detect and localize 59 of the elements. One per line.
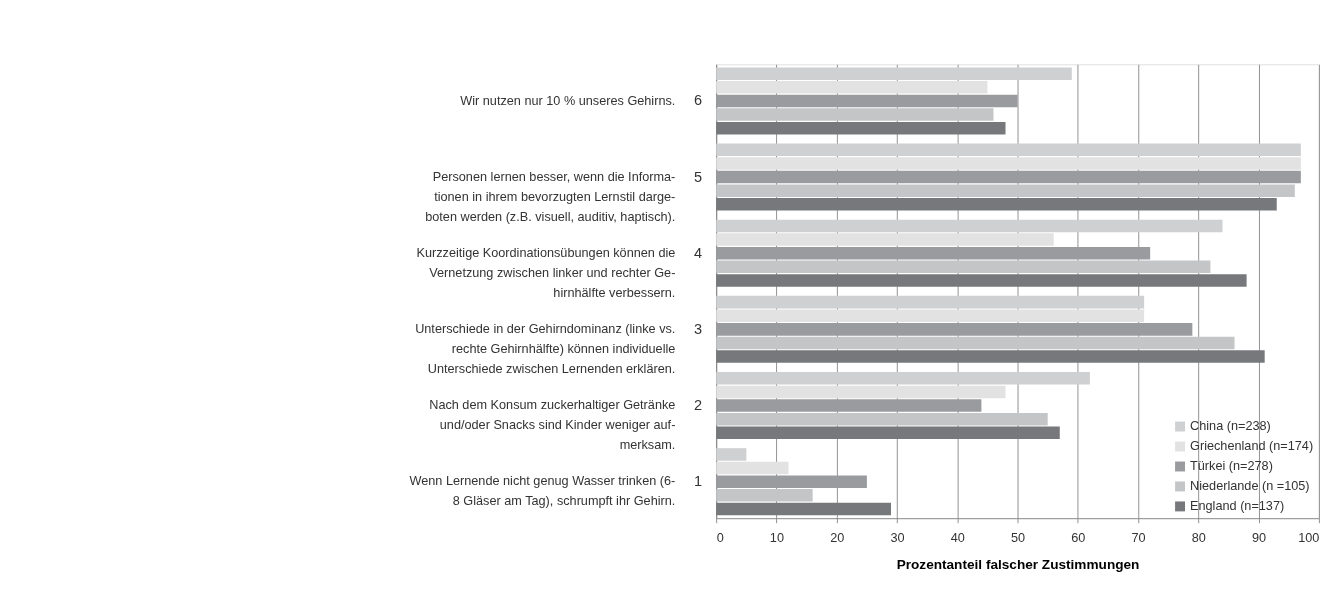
bar (716, 489, 813, 502)
x-tick-label: 0 (716, 531, 724, 546)
bar (716, 233, 1054, 246)
text: Kurzzeitige Koordinationsübungen können die Vernetzung zwischen linker und rechter Ge- hirnhälfte verbessern. (416, 245, 676, 300)
bar (716, 399, 982, 412)
legend-label: Türkei (n=278) (1190, 459, 1273, 474)
bar (716, 108, 994, 121)
legend-label: Niederlande (n =105) (1190, 479, 1310, 494)
text: Nach dem Konsum zuckerhaltiger Getränke und/oder Snacks sind Kinder weniger auf- merksam. (429, 398, 676, 453)
bar (716, 184, 1295, 197)
y-tick-label: 6 (694, 92, 703, 109)
bar (716, 323, 1193, 336)
y-tick-label: 1 (694, 473, 703, 490)
x-tick-label: 10 (769, 531, 784, 546)
y-tick-label: 4 (694, 244, 703, 261)
x-tick-label: 100 (1298, 531, 1320, 546)
bar (716, 350, 1265, 363)
x-tick-label: 20 (830, 531, 845, 546)
legend-label: Griechenland (n=174) (1190, 439, 1314, 454)
bar (716, 94, 1018, 108)
bar (716, 448, 747, 461)
x-tick-label: 60 (1071, 531, 1086, 546)
bar (716, 372, 1090, 385)
legend-label: China (n=238) (1190, 419, 1271, 434)
bar (716, 274, 1247, 287)
bar (716, 246, 1151, 260)
bar (716, 385, 1006, 399)
bar (716, 121, 1006, 135)
x-tick-label: 80 (1191, 531, 1206, 546)
x-tick-label: 50 (1010, 531, 1026, 546)
y-tick-label: 3 (694, 320, 703, 337)
bar (716, 412, 1048, 426)
bar (716, 502, 891, 516)
text: Unterschiede in der Gehirndominanz (linke vs. rechte Gehirnhälfte) können individuelle Unterschiede zwischen Lernenden erklären. (415, 322, 676, 376)
x-axis-title: Prozentanteil falscher Zustimmungen (896, 556, 1140, 572)
legend-label: England (n=137) (1190, 499, 1285, 514)
bar (716, 157, 1301, 170)
bar (716, 475, 867, 488)
bar (716, 295, 1145, 309)
bar (716, 309, 1145, 323)
bar (716, 426, 1060, 440)
bar (716, 336, 1235, 350)
bar (716, 198, 1277, 211)
text: Personen lernen besser, wenn die Informa- tionen in ihrem bevorzugten Lernstil darge- boten werden (z.B. visuell, auditiv, haptisch). (425, 169, 676, 224)
bar (716, 219, 1223, 233)
x-tick-label: 70 (1131, 531, 1146, 546)
bar (716, 143, 1301, 157)
y-tick-label: 5 (694, 168, 703, 185)
bar (716, 67, 1072, 80)
y-tick-label: 2 (694, 397, 703, 414)
text: Wir nutzen nur 10 % unseres Gehirns. (460, 93, 676, 108)
bar (716, 170, 1301, 184)
bar (716, 260, 1211, 274)
bar (716, 81, 988, 94)
x-tick-label: 30 (890, 531, 905, 546)
x-tick-label: 40 (950, 531, 965, 546)
text: Wenn Lernende nicht genug Wasser trinken (6- 8 Gläser am Tag), schrumpft ihr Gehirn. (409, 474, 676, 509)
bar (716, 461, 789, 475)
x-tick-label: 90 (1252, 531, 1267, 546)
